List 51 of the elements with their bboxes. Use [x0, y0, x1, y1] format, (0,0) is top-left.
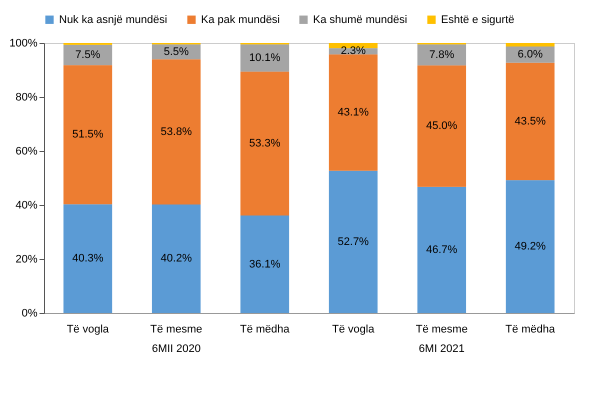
bar — [506, 43, 555, 47]
data-label: 53.8% — [160, 126, 192, 138]
bar — [63, 204, 112, 313]
y-tick-label: 60% — [15, 146, 38, 158]
bar — [63, 65, 112, 204]
x-tick-label: Të mëdha — [505, 324, 556, 336]
bar — [506, 62, 555, 180]
data-label: 45.0% — [426, 120, 458, 132]
data-label: 2.3% — [340, 45, 366, 58]
data-label: 36.1% — [249, 258, 281, 270]
bar — [240, 216, 290, 313]
legend-label: Ka shumë mundësi — [313, 14, 408, 26]
data-label: 5.5% — [164, 46, 190, 58]
data-label: 40.2% — [160, 252, 192, 265]
x-tick-label: Të vogla — [66, 324, 110, 336]
data-label: 6.0% — [518, 48, 543, 61]
x-tick-label: Të mesme — [416, 324, 468, 336]
legend-label: Nuk ka asnjë mundësi — [59, 14, 168, 26]
y-tick-label: 40% — [15, 200, 38, 212]
bar — [328, 54, 378, 171]
legend-label: Ka pak mundësi — [201, 14, 280, 26]
data-label: 43.5% — [514, 115, 546, 128]
y-tick-label: 0% — [22, 308, 38, 320]
bar — [417, 65, 466, 187]
data-label: 10.1% — [249, 52, 281, 64]
data-label: 43.1% — [338, 106, 370, 119]
bar — [152, 59, 201, 204]
bar — [328, 170, 378, 313]
text: 6MII 2020 — [152, 343, 201, 355]
text: 6MI 2021 — [418, 343, 465, 355]
x-tick-label: Të mëdha — [240, 324, 290, 336]
bar — [417, 44, 466, 66]
x-tick-label: Të mesme — [150, 324, 202, 336]
data-label: 7.8% — [429, 48, 454, 61]
bar — [240, 72, 290, 216]
bar — [240, 44, 290, 72]
data-label: 40.3% — [72, 252, 104, 265]
bar — [152, 204, 201, 313]
legend-label: Eshtë e sigurtë — [441, 14, 514, 26]
bar — [506, 180, 555, 313]
data-label: 7.5% — [75, 49, 101, 62]
y-tick-label: 20% — [15, 254, 38, 266]
data-label: 46.7% — [426, 244, 458, 256]
x-tick-label: Të vogla — [332, 324, 376, 336]
bar — [417, 186, 466, 313]
data-label: 52.7% — [338, 236, 370, 248]
y-tick-label: 100% — [9, 38, 38, 50]
y-tick-label: 80% — [15, 92, 38, 104]
data-label: 49.2% — [514, 240, 546, 253]
data-label: 51.5% — [72, 128, 104, 141]
data-label: 53.3% — [249, 138, 281, 150]
